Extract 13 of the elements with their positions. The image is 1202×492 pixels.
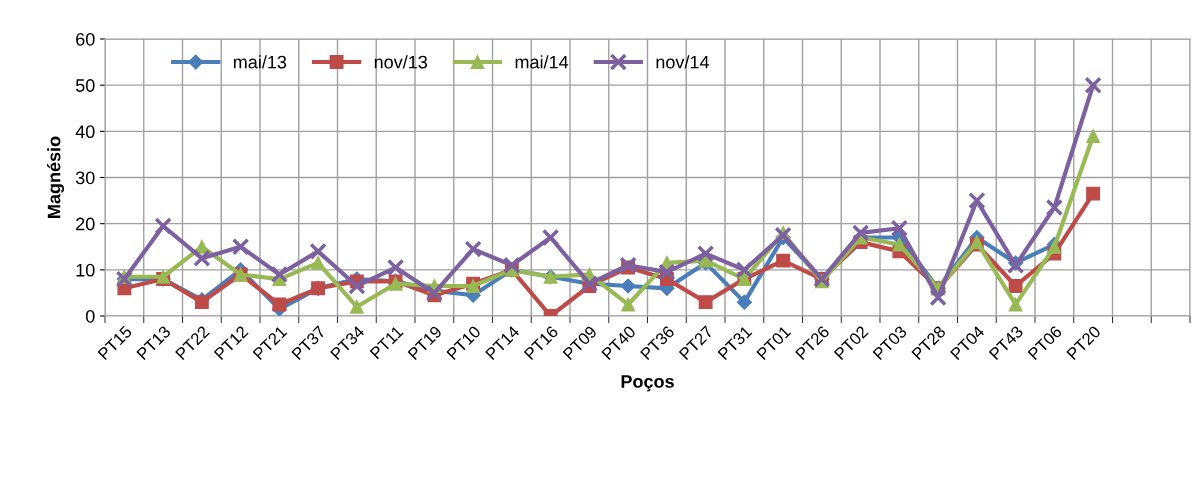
y-tick-label: 50	[75, 79, 95, 92]
y-tick-label: 20	[76, 217, 95, 231]
y-tick-label: 40	[75, 125, 95, 139]
y-tick-label: 0	[85, 309, 95, 323]
y-tick-label: 10	[76, 263, 95, 277]
y-tick-label: 30	[75, 171, 95, 185]
legend-label: mai/13	[233, 55, 287, 69]
legend-label: nov/13	[374, 55, 428, 69]
legend-label: nov/14	[656, 55, 710, 69]
x-axis-title: Poços	[621, 375, 674, 392]
legend-label: mai/14	[515, 55, 569, 69]
y-tick-label: 60	[76, 32, 95, 46]
y-axis-title: Magnésio	[47, 136, 65, 218]
